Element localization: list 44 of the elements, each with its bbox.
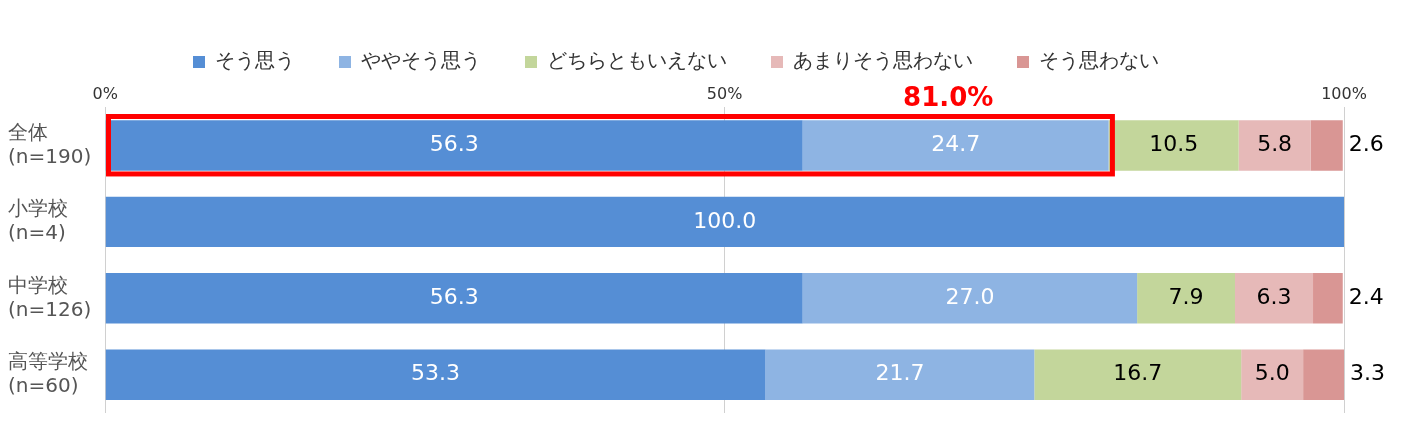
data-label: 100.0	[693, 207, 757, 233]
bar	[1310, 120, 1343, 171]
y-tick-label: 高等学校 (n=60)	[8, 348, 88, 397]
bar	[802, 120, 1109, 171]
bar	[1137, 273, 1235, 324]
bar	[105, 196, 1344, 248]
data-label: 21.7	[875, 360, 925, 386]
legend-label: どちらともいえない	[547, 48, 727, 73]
legend-label: あまりそう思わない	[793, 48, 973, 73]
data-label: 27.0	[945, 284, 995, 310]
data-label: 10.5	[1149, 131, 1199, 157]
bar	[1303, 349, 1344, 400]
data-label: 56.3	[429, 284, 479, 310]
data-label: 5.8	[1257, 131, 1293, 157]
bar	[105, 273, 803, 324]
bar	[1108, 120, 1239, 171]
bar	[105, 349, 766, 400]
y-tick-label: 全体 (n=190)	[8, 119, 92, 168]
bar	[1313, 273, 1343, 324]
data-label: 24.7	[931, 131, 981, 157]
x-tick-label: 50%	[706, 83, 743, 103]
legend-label: ややそう思う	[361, 48, 481, 73]
data-label: 3.3	[1350, 360, 1385, 386]
data-label: 2.4	[1348, 284, 1384, 310]
data-label: 53.3	[411, 360, 461, 386]
y-tick-label: 中学校 (n=126)	[8, 272, 92, 321]
data-label: 16.7	[1113, 360, 1163, 386]
y-tick-label: 小学校 (n=4)	[8, 196, 68, 245]
bar	[802, 273, 1138, 324]
bar	[1241, 349, 1304, 400]
legend-label: そう思わない	[1039, 48, 1159, 73]
x-tick-label: 100%	[1321, 83, 1367, 103]
bar	[1238, 120, 1311, 171]
data-label: 6.3	[1256, 284, 1292, 310]
data-label: 2.6	[1348, 131, 1384, 157]
annotation: 81.0%	[903, 81, 994, 112]
data-label: 5.0	[1254, 360, 1290, 386]
bar	[1034, 349, 1242, 400]
data-label: 56.3	[429, 131, 479, 157]
bar	[1234, 273, 1314, 324]
legend-label: そう思う	[215, 48, 295, 73]
data-label: 7.9	[1168, 284, 1204, 310]
x-tick-label: 0%	[92, 83, 118, 103]
bar	[765, 349, 1035, 400]
